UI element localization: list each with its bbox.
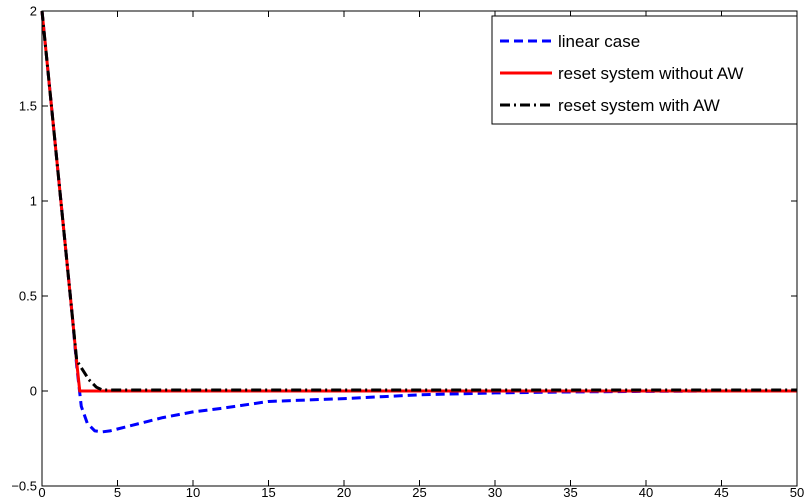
x-tick-label: 50 xyxy=(790,485,804,499)
x-tick-label: 5 xyxy=(114,485,121,499)
x-tick-label: 0 xyxy=(38,485,45,499)
y-tick-label: 1 xyxy=(30,194,37,209)
x-tick-label: 40 xyxy=(639,485,653,499)
series-layer xyxy=(40,10,797,434)
series-line-3 xyxy=(40,10,797,392)
series-line-1 xyxy=(40,10,797,434)
x-tick-label: 10 xyxy=(186,485,200,499)
legend-label: linear case xyxy=(558,32,640,51)
y-tick-label: −0.5 xyxy=(11,479,37,494)
y-tick-label: 2 xyxy=(30,4,37,19)
x-tick-label: 35 xyxy=(563,485,577,499)
x-tick-label: 45 xyxy=(714,485,728,499)
x-tick-label: 25 xyxy=(412,485,426,499)
x-tick-label: 30 xyxy=(488,485,502,499)
y-tick-label: 0.5 xyxy=(19,289,37,304)
y-tick-label: 1.5 xyxy=(19,99,37,114)
y-tick-label: 0 xyxy=(30,384,37,399)
legend-label: reset system with AW xyxy=(558,96,720,115)
legend: linear case reset system without AW reset … xyxy=(491,15,798,125)
x-tick-label: 20 xyxy=(337,485,351,499)
ticks-layer: 0 5 10 15 20 25 30 35 40 45 50−0.500.511.52 xyxy=(11,4,804,499)
x-tick-label: 15 xyxy=(261,485,275,499)
legend-label: reset system without AW xyxy=(558,64,743,83)
